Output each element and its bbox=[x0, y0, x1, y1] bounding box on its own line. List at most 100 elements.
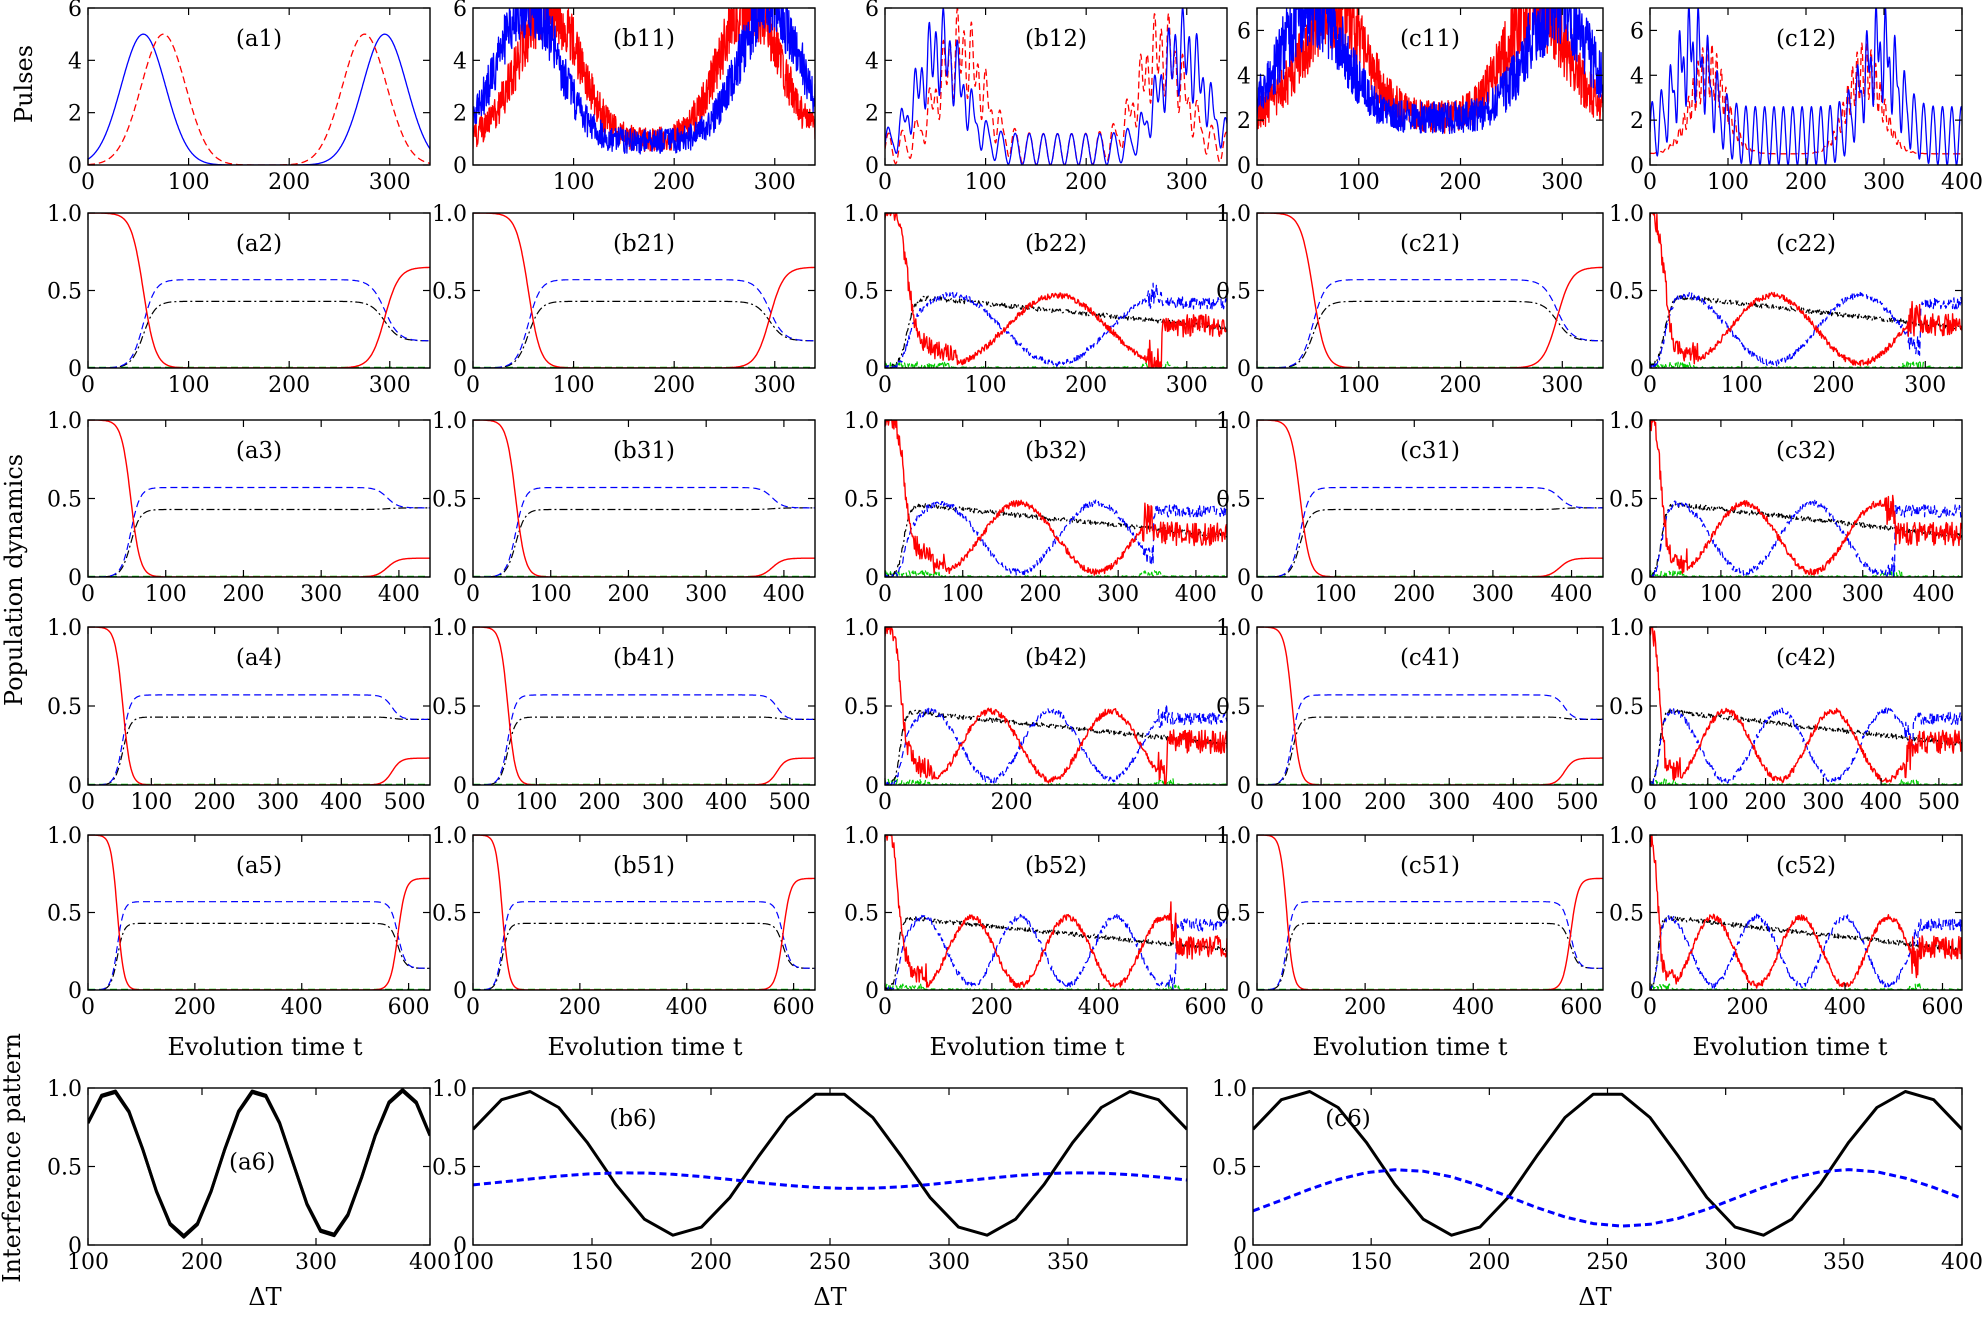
panel-label-b31: (b31) bbox=[613, 438, 675, 464]
series-c22-green bbox=[1650, 361, 1962, 368]
series-b41-blue bbox=[473, 694, 815, 785]
ytick-label-b41: 1.0 bbox=[432, 616, 467, 641]
panel-c52: 0 200 400 600 0 0.5 1.0 (c52) bbox=[1609, 824, 1964, 1020]
ytick-label-b42: 0.5 bbox=[844, 695, 879, 720]
xtick-label-b21: 300 bbox=[754, 373, 796, 398]
xtick-label-b41: 200 bbox=[579, 790, 621, 815]
xtick-label-b6: 250 bbox=[809, 1250, 851, 1275]
xtick-label-a4: 0 bbox=[81, 790, 95, 815]
panel-c21: 0 100 200 300 0 0.5 1.0 (c21) bbox=[1216, 202, 1604, 398]
xtick-label-c32: 400 bbox=[1913, 582, 1955, 607]
xtick-label-b52: 400 bbox=[1078, 995, 1120, 1020]
ytick-label-c12: 0 bbox=[1630, 154, 1644, 179]
xtick-label-c21: 300 bbox=[1541, 373, 1583, 398]
series-a2-blue bbox=[88, 279, 430, 368]
panel-label-a3: (a3) bbox=[236, 438, 282, 464]
xtick-label-a1: 300 bbox=[369, 170, 411, 195]
xtick-label-c22: 300 bbox=[1904, 373, 1946, 398]
ytick-label-b12: 0 bbox=[865, 154, 879, 179]
series-c22-blue bbox=[1650, 291, 1962, 368]
ytick-label-b21: 1.0 bbox=[432, 202, 467, 227]
ytick-label-b31: 1.0 bbox=[432, 409, 467, 434]
xtick-label-c32: 200 bbox=[1771, 582, 1813, 607]
xtick-label-c11: 100 bbox=[1338, 170, 1380, 195]
xtick-label-c6: 250 bbox=[1587, 1250, 1629, 1275]
panel-label-b52: (b52) bbox=[1025, 853, 1087, 879]
xlabel-col-c1: Evolution time t bbox=[1312, 1033, 1507, 1061]
xtick-label-a6: 400 bbox=[409, 1250, 451, 1275]
series-b22-red bbox=[885, 213, 1227, 368]
series-a6-black-1 bbox=[88, 1089, 430, 1238]
xtick-label-b41: 400 bbox=[705, 790, 747, 815]
ytick-label-c41: 1.0 bbox=[1216, 616, 1251, 641]
row-label-interference: Interference pattern bbox=[0, 1033, 26, 1283]
panel-a2: 0 100 200 300 0 0.5 1.0 (a2) bbox=[47, 202, 431, 398]
panel-b52: 0 200 400 600 0 0.5 1.0 (b52) bbox=[844, 824, 1228, 1020]
series-a4-black bbox=[88, 716, 430, 785]
plot-area-b12 bbox=[885, 8, 1227, 165]
ytick-label-b11: 0 bbox=[453, 154, 467, 179]
xtick-label-a2: 300 bbox=[369, 373, 411, 398]
panel-c31: 0 100 200 300 400 0 0.5 1.0 (c31) bbox=[1216, 409, 1604, 607]
series-b31-blue bbox=[473, 486, 815, 577]
ytick-label-c31: 1.0 bbox=[1216, 409, 1251, 434]
xtick-label-c12: 300 bbox=[1863, 170, 1905, 195]
ytick-label-c12: 2 bbox=[1630, 109, 1644, 134]
xtick-label-c31: 100 bbox=[1315, 582, 1357, 607]
xtick-label-b32: 0 bbox=[878, 582, 892, 607]
panel-label-c32: (c32) bbox=[1776, 438, 1836, 464]
xtick-label-c42: 100 bbox=[1687, 790, 1729, 815]
ytick-label-b21: 0 bbox=[453, 357, 467, 382]
ytick-label-b11: 2 bbox=[453, 102, 467, 127]
xtick-label-a2: 100 bbox=[168, 373, 210, 398]
ytick-label-a6: 0.5 bbox=[47, 1156, 82, 1181]
ytick-label-c12: 6 bbox=[1630, 19, 1644, 44]
series-a1-red-1 bbox=[88, 33, 430, 165]
panel-label-b22: (b22) bbox=[1025, 231, 1087, 257]
xtick-label-b51: 200 bbox=[559, 995, 601, 1020]
xtick-label-c42: 0 bbox=[1643, 790, 1657, 815]
xtick-label-a1: 100 bbox=[168, 170, 210, 195]
panel-label-c52: (c52) bbox=[1776, 853, 1836, 879]
xtick-label-b12: 100 bbox=[965, 170, 1007, 195]
ytick-label-c21: 1.0 bbox=[1216, 202, 1251, 227]
ytick-label-c32: 0.5 bbox=[1609, 488, 1644, 513]
xtick-label-c11: 0 bbox=[1250, 170, 1264, 195]
xtick-label-b6: 300 bbox=[928, 1250, 970, 1275]
xtick-label-b11: 200 bbox=[653, 170, 695, 195]
ytick-label-a6: 1.0 bbox=[47, 1077, 82, 1102]
ytick-label-b42: 1.0 bbox=[844, 616, 879, 641]
ytick-label-c32: 0 bbox=[1630, 566, 1644, 591]
plot-area-a6 bbox=[88, 1088, 430, 1239]
ytick-label-b32: 0.5 bbox=[844, 488, 879, 513]
xtick-label-b22: 0 bbox=[878, 373, 892, 398]
xtick-label-c41: 300 bbox=[1428, 790, 1470, 815]
xtick-label-b21: 200 bbox=[653, 373, 695, 398]
panel-label-c22: (c22) bbox=[1776, 231, 1836, 257]
ytick-label-b52: 1.0 bbox=[844, 824, 879, 849]
ytick-label-b6: 1.0 bbox=[432, 1077, 467, 1102]
panel-c51: 0 200 400 600 0 0.5 1.0 (c51) bbox=[1216, 824, 1604, 1020]
ytick-label-a4: 0.5 bbox=[47, 695, 82, 720]
ytick-label-c22: 1.0 bbox=[1609, 202, 1644, 227]
panel-b42: 0 200 400 0 0.5 1.0 (b42) bbox=[844, 616, 1228, 815]
ytick-label-c41: 0 bbox=[1237, 774, 1251, 799]
panel-b41: 0 100 200 300 400 500 0 0.5 1.0 (b41) bbox=[432, 616, 816, 815]
ytick-label-c21: 0.5 bbox=[1216, 280, 1251, 305]
panel-label-b32: (b32) bbox=[1025, 438, 1087, 464]
plot-area-b52 bbox=[885, 835, 1227, 990]
panel-label-a2: (a2) bbox=[236, 231, 282, 257]
xtick-label-a3: 200 bbox=[222, 582, 264, 607]
series-b6-black-0 bbox=[473, 1090, 1187, 1237]
xtick-label-c6: 300 bbox=[1705, 1250, 1747, 1275]
panel-label-c42: (c42) bbox=[1776, 645, 1836, 671]
xtick-label-a2: 200 bbox=[268, 373, 310, 398]
series-b12-blue-1 bbox=[885, 8, 1227, 165]
xtick-label-a6: 200 bbox=[181, 1250, 223, 1275]
xtick-label-c21: 200 bbox=[1440, 373, 1482, 398]
xtick-label-c42: 500 bbox=[1918, 790, 1960, 815]
xtick-label-a5: 600 bbox=[388, 995, 430, 1020]
series-b32-blue bbox=[885, 499, 1227, 577]
panel-label-b12: (b12) bbox=[1025, 26, 1087, 52]
series-a4-blue bbox=[88, 694, 430, 785]
